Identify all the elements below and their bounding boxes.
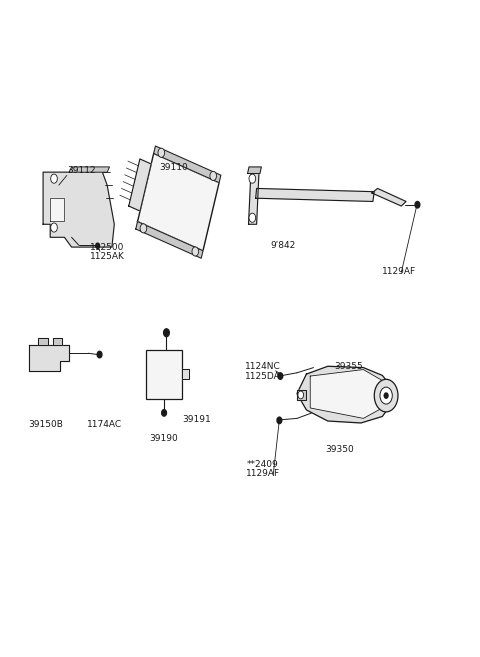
Text: 39191: 39191 [182,415,211,424]
Polygon shape [138,154,219,251]
Circle shape [97,351,102,358]
Circle shape [249,174,256,183]
Circle shape [192,247,199,256]
Text: 39190: 39190 [150,434,179,443]
Polygon shape [69,167,109,172]
Polygon shape [256,189,374,202]
Text: **2409: **2409 [247,459,279,468]
Circle shape [249,213,256,222]
Circle shape [210,171,216,181]
Circle shape [162,409,167,416]
Circle shape [415,202,420,208]
Polygon shape [29,345,69,371]
Text: 1125AK: 1125AK [90,252,125,261]
Polygon shape [297,390,306,400]
Circle shape [277,417,282,424]
Polygon shape [154,146,221,183]
Text: 39112: 39112 [67,166,96,175]
Circle shape [380,387,392,404]
Polygon shape [297,367,392,423]
Circle shape [51,223,57,232]
Bar [146,350,182,399]
Circle shape [278,373,283,379]
Polygon shape [43,172,114,247]
Text: 39150B: 39150B [28,420,63,430]
Text: 1124NC: 1124NC [245,362,281,371]
Text: 1129AF: 1129AF [382,267,416,277]
Polygon shape [372,189,406,206]
Polygon shape [136,221,203,258]
Polygon shape [310,369,384,419]
Polygon shape [248,167,261,173]
Circle shape [96,243,99,248]
Text: 1129AF: 1129AF [246,469,280,478]
Text: 39355: 39355 [335,362,363,371]
Text: 1174AC: 1174AC [87,420,122,430]
Text: 112500: 112500 [90,242,124,252]
Text: 39350: 39350 [325,445,354,453]
Polygon shape [38,338,48,345]
Circle shape [384,393,388,398]
Circle shape [51,174,57,183]
Circle shape [374,379,398,412]
Circle shape [164,328,169,336]
Polygon shape [129,159,151,211]
Polygon shape [182,369,189,379]
Circle shape [158,148,165,157]
Text: 1125DA: 1125DA [245,372,281,380]
Polygon shape [249,172,259,224]
Text: 39110: 39110 [159,163,188,172]
Circle shape [140,224,147,233]
Circle shape [298,391,303,399]
Text: 9ʹ842: 9ʹ842 [270,241,295,250]
Polygon shape [53,338,62,345]
Polygon shape [50,198,64,221]
